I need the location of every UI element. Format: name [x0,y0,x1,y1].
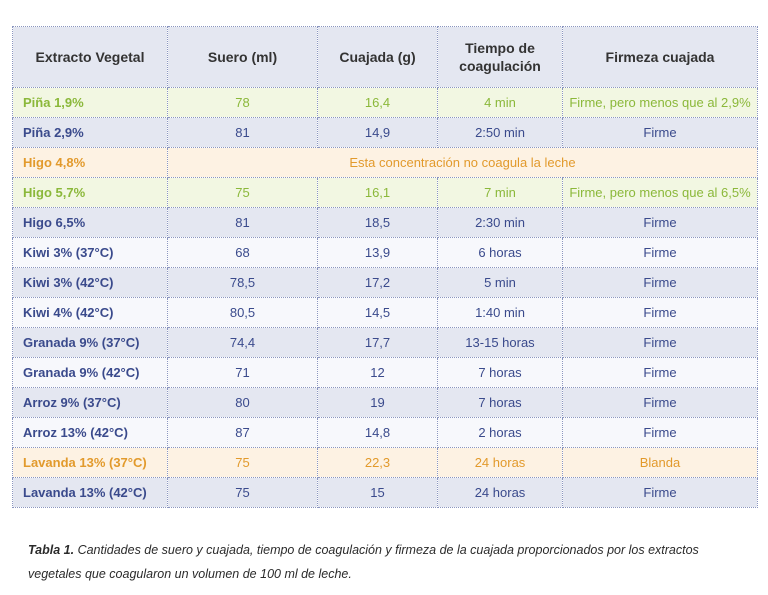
header-extracto: Extracto Vegetal [12,26,168,88]
cell-tiempo: 4 min [437,87,563,118]
cell-suero: 75 [167,447,318,478]
table-row: Kiwi 3% (37°C) 68 13,9 6 horas Firme [12,237,758,268]
cell-tiempo: 5 min [437,267,563,298]
cell-extracto: Arroz 13% (42°C) [12,417,168,448]
cell-tiempo: 2:30 min [437,207,563,238]
cell-suero: 80 [167,387,318,418]
cell-extracto: Kiwi 3% (42°C) [12,267,168,298]
cell-tiempo: 24 horas [437,477,563,508]
cell-cuajada: 14,9 [317,117,438,148]
cell-tiempo: 13-15 horas [437,327,563,358]
table-row: Higo 4,8% Esta concentración no coagula l… [12,147,758,178]
cell-firmeza: Blanda [562,447,758,478]
cell-suero: 71 [167,357,318,388]
table-row: Arroz 13% (42°C) 87 14,8 2 horas Firme [12,417,758,448]
table-row: Higo 6,5% 81 18,5 2:30 min Firme [12,207,758,238]
cell-firmeza: Firme, pero menos que al 6,5% [562,177,758,208]
cell-suero: 74,4 [167,327,318,358]
table-row: Piña 2,9% 81 14,9 2:50 min Firme [12,117,758,148]
table-body: Piña 1,9% 78 16,4 4 min Firme, pero menos qu… [12,87,758,508]
cell-tiempo: 2:50 min [437,117,563,148]
cell-tiempo: 2 horas [437,417,563,448]
cell-cuajada: 16,1 [317,177,438,208]
cell-extracto: Lavanda 13% (42°C) [12,477,168,508]
header-firmeza: Firmeza cuajada [562,26,758,88]
cell-extracto: Lavanda 13% (37°C) [12,447,168,478]
cell-firmeza: Firme [562,267,758,298]
table-row: Kiwi 4% (42°C) 80,5 14,5 1:40 min Firme [12,297,758,328]
cell-suero: 68 [167,237,318,268]
header-suero: Suero (ml) [167,26,318,88]
cell-cuajada: 19 [317,387,438,418]
cell-extracto: Higo 5,7% [12,177,168,208]
caption-label: Tabla 1. [28,543,75,557]
header-cuajada: Cuajada (g) [317,26,438,88]
cell-cuajada: 16,4 [317,87,438,118]
cell-extracto: Higo 6,5% [12,207,168,238]
cell-tiempo: 1:40 min [437,297,563,328]
cell-cuajada: 12 [317,357,438,388]
cell-cuajada: 14,5 [317,297,438,328]
cell-suero: 87 [167,417,318,448]
table-caption: Tabla 1. Cantidades de suero y cuajada, … [28,538,728,586]
cell-tiempo: 7 min [437,177,563,208]
cell-extracto: Kiwi 4% (42°C) [12,297,168,328]
cell-firmeza: Firme [562,117,758,148]
cell-tiempo: 6 horas [437,237,563,268]
cell-firmeza: Firme [562,417,758,448]
table-row: Arroz 9% (37°C) 80 19 7 horas Firme [12,387,758,418]
cell-firmeza: Firme [562,237,758,268]
cell-cuajada: 14,8 [317,417,438,448]
header-tiempo: Tiempo de coagulación [437,26,563,88]
cell-suero: 81 [167,207,318,238]
cell-extracto: Granada 9% (42°C) [12,357,168,388]
cell-suero: 78 [167,87,318,118]
cell-suero: 75 [167,477,318,508]
table-row: Granada 9% (37°C) 74,4 17,7 13-15 horas Firm… [12,327,758,358]
cell-cuajada: 13,9 [317,237,438,268]
table-row: Piña 1,9% 78 16,4 4 min Firme, pero menos qu… [12,87,758,118]
cell-cuajada: 17,2 [317,267,438,298]
caption-text: Cantidades de suero y cuajada, tiempo de… [28,543,699,581]
cell-suero: 81 [167,117,318,148]
cell-suero: 80,5 [167,297,318,328]
cell-extracto: Granada 9% (37°C) [12,327,168,358]
cell-firmeza: Firme [562,297,758,328]
cell-firmeza: Firme, pero menos que al 2,9% [562,87,758,118]
cell-extracto: Piña 1,9% [12,87,168,118]
cell-firmeza: Firme [562,327,758,358]
cell-cuajada: 18,5 [317,207,438,238]
coagulation-table: Extracto Vegetal Suero (ml) Cuajada (g) … [12,26,758,508]
cell-tiempo: 24 horas [437,447,563,478]
table-row: Lavanda 13% (37°C) 75 22,3 24 horas Blanda [12,447,758,478]
cell-tiempo: 7 horas [437,387,563,418]
table-header-row: Extracto Vegetal Suero (ml) Cuajada (g) … [12,26,758,88]
cell-firmeza: Firme [562,207,758,238]
table-row: Granada 9% (42°C) 71 12 7 horas Firme [12,357,758,388]
cell-tiempo: 7 horas [437,357,563,388]
cell-cuajada: 17,7 [317,327,438,358]
cell-suero: 75 [167,177,318,208]
cell-merged-note: Esta concentración no coagula la leche [167,147,758,178]
cell-firmeza: Firme [562,477,758,508]
cell-cuajada: 15 [317,477,438,508]
table-row: Kiwi 3% (42°C) 78,5 17,2 5 min Firme [12,267,758,298]
table-container: Extracto Vegetal Suero (ml) Cuajada (g) … [12,26,758,508]
cell-suero: 78,5 [167,267,318,298]
cell-extracto: Kiwi 3% (37°C) [12,237,168,268]
cell-firmeza: Firme [562,357,758,388]
cell-cuajada: 22,3 [317,447,438,478]
cell-extracto: Piña 2,9% [12,117,168,148]
cell-firmeza: Firme [562,387,758,418]
cell-extracto: Higo 4,8% [12,147,168,178]
table-row: Lavanda 13% (42°C) 75 15 24 horas Firme [12,477,758,508]
table-row: Higo 5,7% 75 16,1 7 min Firme, pero menos qu… [12,177,758,208]
cell-extracto: Arroz 9% (37°C) [12,387,168,418]
